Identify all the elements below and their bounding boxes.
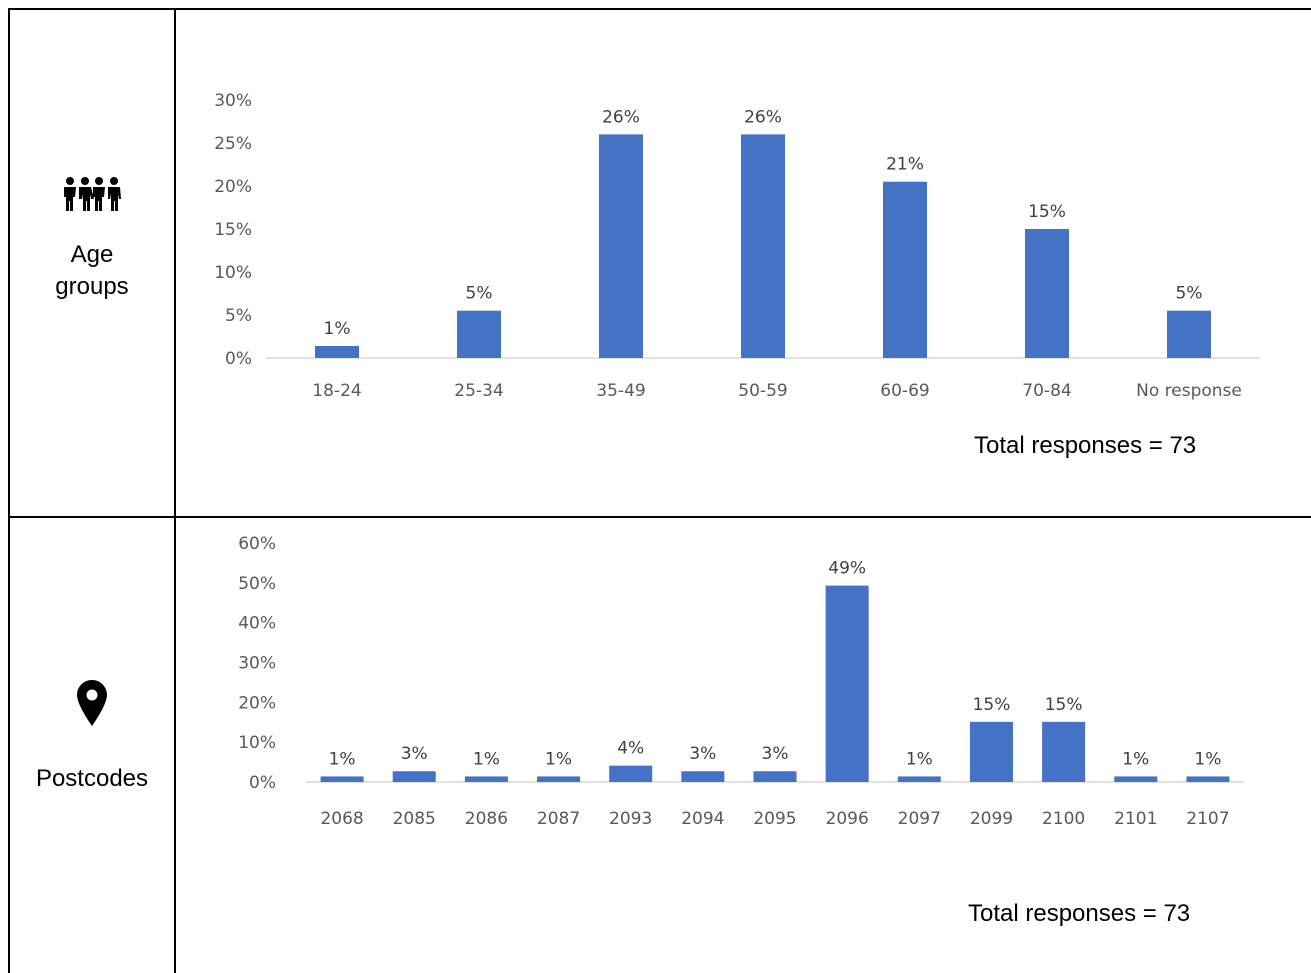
x-tick-label: 60-69 <box>880 381 929 401</box>
data-label: 15% <box>1028 202 1066 222</box>
y-tick-label: 10% <box>238 733 276 753</box>
bar <box>883 181 927 358</box>
data-label: 1% <box>324 319 351 339</box>
map-pin-icon <box>77 680 107 726</box>
y-tick-label: 5% <box>225 306 252 326</box>
data-label: 1% <box>906 749 933 769</box>
table-border-top <box>8 8 1311 10</box>
y-tick-label: 30% <box>238 654 276 674</box>
bar <box>609 765 653 782</box>
bar <box>457 310 501 358</box>
postcodes-label: Postcodes <box>35 765 149 792</box>
age-groups-cell: Age groups <box>10 176 174 303</box>
bar <box>1114 776 1158 782</box>
y-tick-label: 50% <box>238 574 276 594</box>
x-tick-label: 2093 <box>609 809 652 829</box>
data-label: 1% <box>545 749 572 769</box>
x-tick-label: 2085 <box>393 809 436 829</box>
y-tick-label: 25% <box>214 134 252 154</box>
y-tick-label: 15% <box>214 220 252 240</box>
bar <box>1186 776 1230 782</box>
data-label: 15% <box>973 695 1011 715</box>
x-tick-label: 2101 <box>1114 809 1157 829</box>
data-label: 1% <box>473 749 500 769</box>
data-label: 5% <box>466 284 493 304</box>
table-column-divider <box>174 8 176 973</box>
x-tick-label: 18-24 <box>312 381 361 401</box>
x-tick-label: No response <box>1136 381 1242 401</box>
x-tick-label: 2068 <box>320 809 363 829</box>
age-groups-total: Total responses = 73 <box>974 432 1197 459</box>
table-border-left <box>8 8 10 973</box>
bar <box>741 134 785 358</box>
x-tick-label: 2107 <box>1186 809 1229 829</box>
y-tick-label: 20% <box>214 177 252 197</box>
x-tick-label: 2099 <box>970 809 1013 829</box>
data-label: 26% <box>602 107 640 127</box>
y-tick-label: 30% <box>214 91 252 111</box>
x-tick-label: 2095 <box>753 809 796 829</box>
x-tick-label: 2100 <box>1042 809 1085 829</box>
bar <box>537 776 581 782</box>
x-tick-label: 50-59 <box>738 381 787 401</box>
bar <box>1042 721 1086 782</box>
table-row-divider <box>8 516 1311 518</box>
data-label: 1% <box>329 749 356 769</box>
x-tick-label: 25-34 <box>454 381 503 401</box>
bar <box>897 776 941 782</box>
y-tick-label: 60% <box>238 534 276 554</box>
y-tick-label: 0% <box>249 773 276 793</box>
bar <box>825 585 869 782</box>
data-label: 1% <box>1122 749 1149 769</box>
x-tick-label: 2087 <box>537 809 580 829</box>
data-label: 4% <box>617 739 644 759</box>
y-tick-label: 20% <box>238 693 276 713</box>
data-label: 15% <box>1045 695 1083 715</box>
y-tick-label: 40% <box>238 614 276 634</box>
bar <box>681 771 725 782</box>
postcodes-total: Total responses = 73 <box>968 900 1191 927</box>
data-label: 1% <box>1194 749 1221 769</box>
bar <box>1025 229 1069 358</box>
data-label: 21% <box>886 155 924 175</box>
age-groups-label: Age groups <box>55 241 129 300</box>
data-label: 3% <box>401 744 428 764</box>
data-label: 49% <box>828 559 866 579</box>
age-groups-chart: 0% 5% 10% 15% 20% 25% 30% 1% 18-24 5% 25-34 26% 35-4… <box>214 91 1260 401</box>
bar <box>315 345 359 358</box>
data-label: 26% <box>744 107 782 127</box>
x-tick-label: 35-49 <box>596 381 645 401</box>
x-tick-label: 2097 <box>898 809 941 829</box>
bar <box>464 776 508 782</box>
bar <box>599 134 643 358</box>
bar <box>753 771 797 782</box>
y-tick-label: 10% <box>214 263 252 283</box>
data-label: 5% <box>1176 284 1203 304</box>
bar <box>392 771 436 782</box>
bar <box>969 721 1013 782</box>
people-group-icon <box>64 177 121 211</box>
y-tick-label: 0% <box>225 349 252 369</box>
x-tick-label: 2096 <box>826 809 869 829</box>
bar <box>320 776 364 782</box>
postcodes-chart: 0% 10% 20% 30% 40% 50% 60% 1% 2068 3% 2085 1% 2086 1%… <box>238 534 1244 829</box>
postcodes-cell: Postcodes <box>10 680 174 795</box>
bar <box>1167 310 1211 358</box>
x-tick-label: 70-84 <box>1022 381 1071 401</box>
x-tick-label: 2094 <box>681 809 724 829</box>
x-tick-label: 2086 <box>465 809 508 829</box>
survey-table: Age groups 0% 5% 10% 15% 20% 25% 30% 1% 18-24 5% 25… <box>8 8 1311 973</box>
data-label: 3% <box>762 744 789 764</box>
data-label: 3% <box>689 744 716 764</box>
